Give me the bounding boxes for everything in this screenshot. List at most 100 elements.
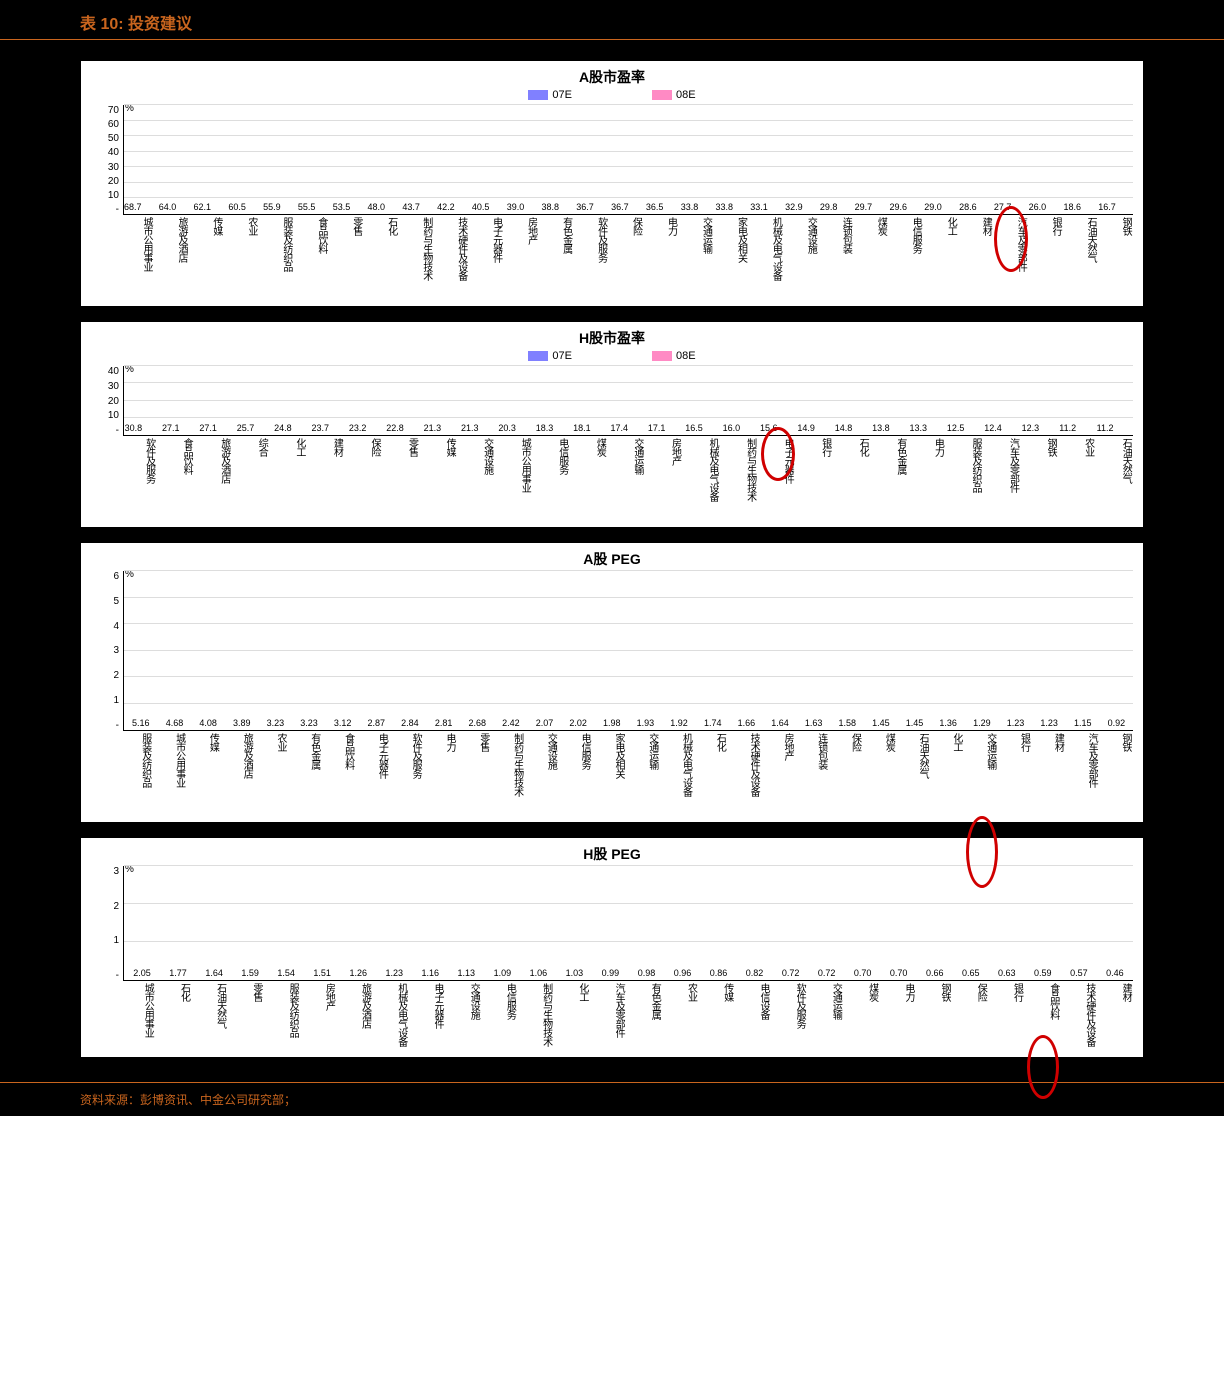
x-label: 电信服务 bbox=[532, 436, 570, 523]
x-label: 石化 bbox=[155, 981, 191, 1053]
bar-value-label: 28.6 bbox=[959, 202, 977, 212]
y-tick: 40 bbox=[91, 366, 119, 377]
bar-value-label: 1.29 bbox=[973, 718, 991, 728]
x-label: 石化 bbox=[833, 436, 871, 523]
chart-panel-h_peg: H股 PEG%-1232.051.771.641.591.541.511.261… bbox=[80, 837, 1144, 1058]
bar-value-label: 1.64 bbox=[771, 718, 789, 728]
bar-value-label: 1.77 bbox=[169, 968, 187, 978]
grid-line bbox=[124, 676, 1133, 677]
legend-swatch bbox=[652, 351, 672, 361]
bar-value-label: 0.65 bbox=[962, 968, 980, 978]
bar-value-label: 20.3 bbox=[498, 423, 516, 433]
x-label: 软件及服务 bbox=[574, 215, 609, 302]
x-label: 制药与生物技术 bbox=[491, 731, 525, 818]
bar-value-label: 0.72 bbox=[782, 968, 800, 978]
x-labels: 城市公用事业石化石油天然气零售服装及纺织品房地产旅游及酒店机械及电气设备电子元器… bbox=[119, 981, 1133, 1053]
y-tick: 2 bbox=[91, 901, 119, 912]
x-label: 房地产 bbox=[504, 215, 539, 302]
bar-value-label: 2.07 bbox=[536, 718, 554, 728]
y-tick: 4 bbox=[91, 621, 119, 632]
x-label: 零售 bbox=[382, 436, 420, 523]
bar-value-label: 5.16 bbox=[132, 718, 150, 728]
x-label: 交通运输 bbox=[964, 731, 998, 818]
x-label: 技术硬件及设备 bbox=[434, 215, 469, 302]
bar-value-label: 2.05 bbox=[133, 968, 151, 978]
bar-value-label: 0.82 bbox=[746, 968, 764, 978]
x-label: 食品饮料 bbox=[294, 215, 329, 302]
x-label: 钢铁 bbox=[1021, 436, 1059, 523]
x-label: 汽车及零部件 bbox=[983, 436, 1021, 523]
bar-value-label: 0.86 bbox=[710, 968, 728, 978]
y-tick: 5 bbox=[91, 596, 119, 607]
y-tick: 6 bbox=[91, 571, 119, 582]
bar-value-label: 1.45 bbox=[906, 718, 924, 728]
x-label: 石油天然气 bbox=[1096, 436, 1134, 523]
legend-swatch bbox=[652, 90, 672, 100]
bar-value-label: 1.74 bbox=[704, 718, 722, 728]
y-tick: 50 bbox=[91, 133, 119, 144]
bar-value-label: 36.7 bbox=[576, 202, 594, 212]
x-label: 制药与生物技术 bbox=[720, 436, 758, 523]
y-tick: 30 bbox=[91, 381, 119, 392]
x-label: 软件及服务 bbox=[389, 731, 423, 818]
bar-value-label: 0.70 bbox=[890, 968, 908, 978]
grid-line bbox=[124, 597, 1133, 598]
x-label: 服装及纺织品 bbox=[264, 981, 300, 1053]
bar-value-label: 1.23 bbox=[1040, 718, 1058, 728]
legend-item: 07E bbox=[528, 89, 572, 101]
bar-value-label: 30.8 bbox=[125, 423, 143, 433]
x-label: 电力 bbox=[423, 731, 457, 818]
bar-value-label: 33.1 bbox=[750, 202, 768, 212]
x-label: 电子元器件 bbox=[469, 215, 504, 302]
bar-value-label: 12.4 bbox=[984, 423, 1002, 433]
x-label: 交通设施 bbox=[525, 731, 559, 818]
grid-line bbox=[124, 104, 1133, 105]
grid-line bbox=[124, 120, 1133, 121]
bar-value-label: 1.45 bbox=[872, 718, 890, 728]
bar-value-label: 3.12 bbox=[334, 718, 352, 728]
chart-panel-a_peg: A股 PEG%-1234565.164.684.083.893.233.233.… bbox=[80, 542, 1144, 823]
y-tick: 40 bbox=[91, 147, 119, 158]
x-label: 制药与生物技术 bbox=[517, 981, 553, 1053]
chart-title: H股市盈率 bbox=[91, 328, 1133, 348]
x-label: 电力 bbox=[880, 981, 916, 1053]
x-label: 煤炭 bbox=[570, 436, 608, 523]
bar-value-label: 2.02 bbox=[569, 718, 587, 728]
x-label: 农业 bbox=[662, 981, 698, 1053]
bar-value-label: 43.7 bbox=[402, 202, 420, 212]
bar-value-label: 24.8 bbox=[274, 423, 292, 433]
bar-value-label: 64.0 bbox=[159, 202, 177, 212]
bar-value-label: 33.8 bbox=[715, 202, 733, 212]
x-label: 旅游及酒店 bbox=[336, 981, 372, 1053]
bar-value-label: 29.7 bbox=[855, 202, 873, 212]
x-label: 钢铁 bbox=[1098, 215, 1133, 302]
bar-value-label: 1.58 bbox=[839, 718, 857, 728]
bar-value-label: 16.0 bbox=[723, 423, 741, 433]
legend-item: 07E bbox=[528, 350, 572, 362]
bar-value-label: 12.3 bbox=[1022, 423, 1040, 433]
plot-area: %-1234565.164.684.083.893.233.233.122.87… bbox=[91, 571, 1133, 731]
bar-value-label: 0.63 bbox=[998, 968, 1016, 978]
bar-value-label: 1.59 bbox=[241, 968, 259, 978]
bar-value-label: 1.64 bbox=[205, 968, 223, 978]
bar-value-label: 21.3 bbox=[461, 423, 479, 433]
x-label: 电子元器件 bbox=[758, 436, 796, 523]
x-label: 建材 bbox=[958, 215, 993, 302]
bar-value-label: 14.8 bbox=[835, 423, 853, 433]
x-label: 农业 bbox=[1058, 436, 1096, 523]
x-label: 城市公用事业 bbox=[119, 215, 154, 302]
x-label: 家电及相关 bbox=[592, 731, 626, 818]
x-label: 汽车及零部件 bbox=[993, 215, 1028, 302]
y-axis: -123456 bbox=[91, 571, 123, 731]
x-label: 服装及纺织品 bbox=[259, 215, 294, 302]
bar-value-label: 60.5 bbox=[228, 202, 246, 212]
y-tick: - bbox=[91, 425, 119, 436]
y-tick: 20 bbox=[91, 396, 119, 407]
x-label: 家电及相关 bbox=[713, 215, 748, 302]
y-tick: 2 bbox=[91, 670, 119, 681]
chart-legend: 07E08E bbox=[91, 89, 1133, 101]
x-label: 机械及电气设备 bbox=[748, 215, 783, 302]
bars-container: 30.827.127.125.724.823.723.222.821.321.3… bbox=[123, 366, 1133, 436]
x-label: 汽车及零部件 bbox=[1065, 731, 1099, 818]
bar-value-label: 2.81 bbox=[435, 718, 453, 728]
